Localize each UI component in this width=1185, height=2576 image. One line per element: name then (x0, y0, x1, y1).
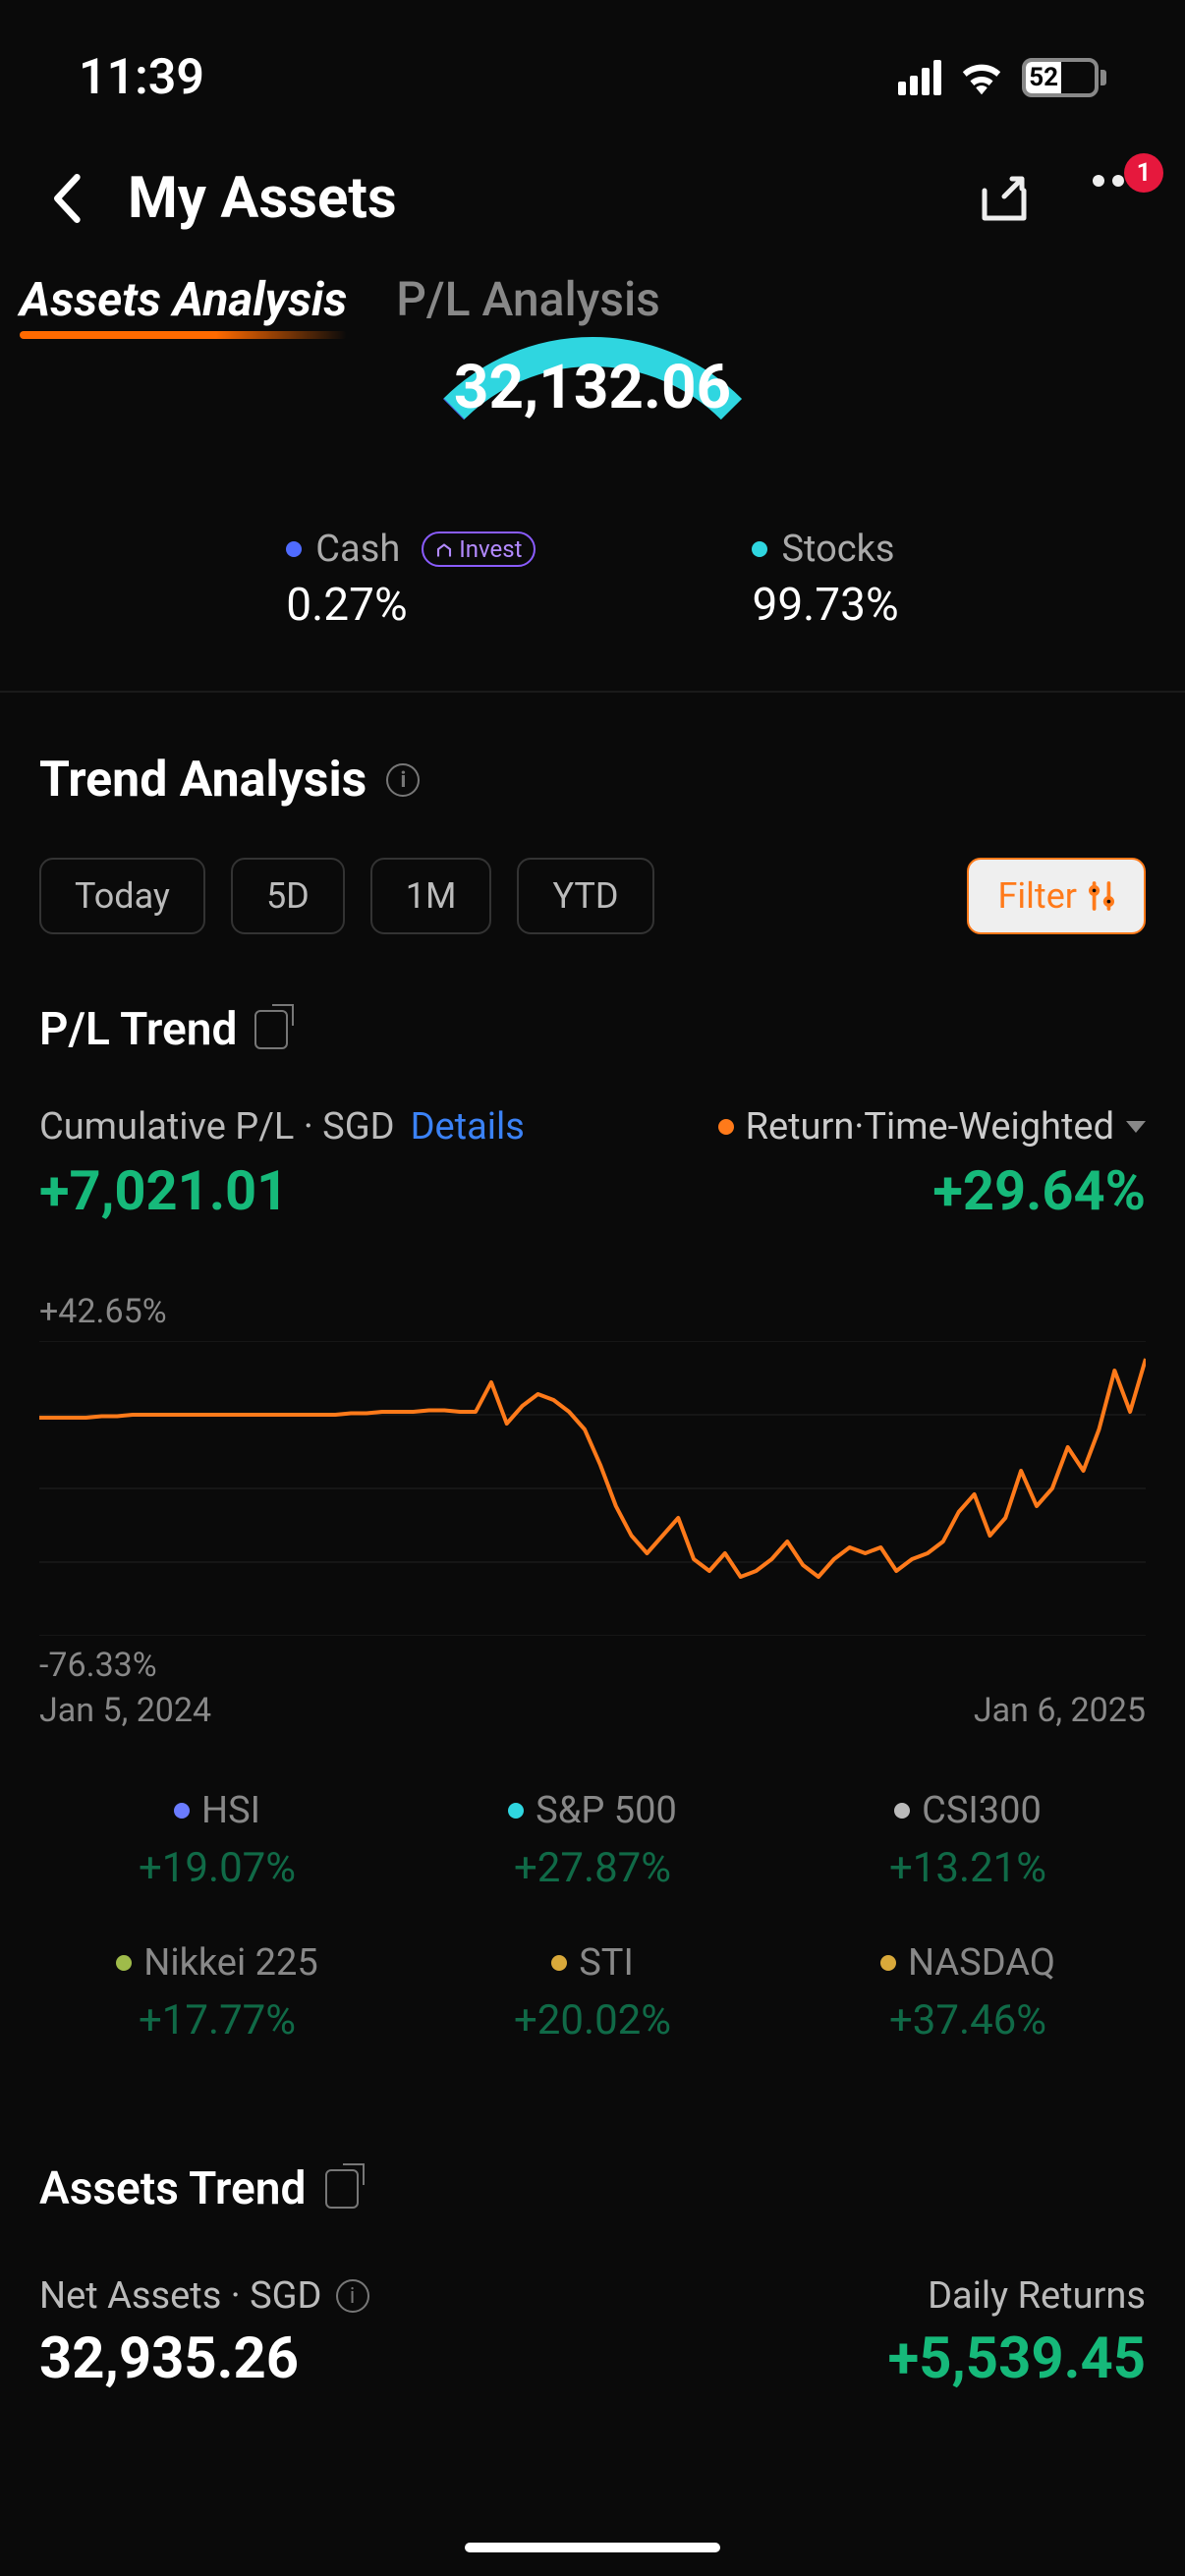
trend-analysis-section: Trend Analysis i Today 5D 1M YTD Filter P/L … (0, 693, 1185, 2044)
return-label-row[interactable]: Return·Time-Weighted (718, 1105, 1146, 1148)
info-icon[interactable]: i (336, 2279, 369, 2313)
period-5d[interactable]: 5D (231, 858, 345, 934)
net-assets-value: 32,935.26 (39, 2325, 369, 2392)
index-dot-icon (116, 1955, 132, 1971)
status-bar: 11:39 52 (0, 0, 1185, 136)
index-dot-icon (880, 1955, 896, 1971)
wifi-icon (959, 60, 1004, 95)
index-dot-icon (508, 1803, 524, 1819)
trend-title: Trend Analysis (39, 752, 367, 809)
return-label: Return·Time-Weighted (746, 1105, 1114, 1148)
index-nikkei225[interactable]: Nikkei 225+17.77% (39, 1941, 395, 2044)
battery-icon: 52 (1022, 58, 1106, 97)
pl-chart-area: +42.65% -76.33% Jan 5, 2024 Jan 6, 2025 (39, 1292, 1146, 1730)
more-button[interactable]: 1 (1091, 171, 1146, 226)
index-dot-icon (551, 1955, 567, 1971)
return-dot-icon (718, 1119, 734, 1135)
invest-icon (435, 540, 453, 558)
allocation-section: 32,132.06 Cash Invest 0.27% Stocks 99.73… (0, 327, 1185, 691)
x-end-label: Jan 6, 2025 (974, 1691, 1146, 1730)
analysis-tabs: Assets Analysis P/L Analysis (0, 271, 1185, 327)
rotate-icon[interactable] (254, 1010, 288, 1049)
x-start-label: Jan 5, 2024 (39, 1691, 211, 1730)
pl-trend-title: P/L Trend (39, 1003, 237, 1056)
svg-text:32,132.06: 32,132.06 (454, 352, 731, 423)
info-icon[interactable]: i (386, 763, 420, 797)
cash-value: 0.27% (286, 579, 536, 632)
index-hsi[interactable]: HSI+19.07% (39, 1789, 395, 1892)
index-dot-icon (894, 1803, 910, 1819)
assets-trend-section: Assets Trend Net Assets · SGD i 32,935.2… (0, 2044, 1185, 2392)
period-today[interactable]: Today (39, 858, 205, 934)
page-title: My Assets (128, 165, 397, 232)
index-sti[interactable]: STI+20.02% (415, 1941, 770, 2044)
index-sp500[interactable]: S&P 500+27.87% (415, 1789, 770, 1892)
indices-grid: HSI+19.07%S&P 500+27.87%CSI300+13.21% Nik… (39, 1789, 1146, 2044)
daily-returns-label: Daily Returns (928, 2274, 1146, 2318)
chevron-down-icon (1126, 1121, 1146, 1133)
index-csi300[interactable]: CSI300+13.21% (790, 1789, 1146, 1892)
share-button[interactable] (977, 171, 1032, 226)
return-value: +29.64% (718, 1158, 1146, 1223)
status-time: 11:39 (79, 49, 204, 106)
cumulative-label: Cumulative P/L · SGD (39, 1105, 395, 1148)
cash-label: Cash (315, 528, 400, 571)
nav-bar: My Assets 1 (0, 136, 1185, 271)
home-indicator[interactable] (465, 2543, 720, 2552)
stocks-value: 99.73% (752, 579, 898, 632)
return-block: Return·Time-Weighted +29.64% (718, 1105, 1146, 1223)
index-dot-icon (174, 1803, 190, 1819)
signal-icon (898, 60, 941, 95)
notification-badge: 1 (1124, 153, 1163, 193)
details-link[interactable]: Details (411, 1105, 525, 1148)
stocks-dot-icon (752, 541, 767, 557)
net-assets-label: Net Assets · SGD (39, 2274, 322, 2318)
net-assets-block: Net Assets · SGD i 32,935.26 (39, 2274, 369, 2392)
assets-trend-title: Assets Trend (39, 2162, 306, 2215)
allocation-donut-chart: 32,132.06 (249, 337, 936, 494)
index-nasdaq[interactable]: NASDAQ+37.46% (790, 1941, 1146, 2044)
filter-icon (1089, 881, 1114, 911)
legend-cash: Cash Invest 0.27% (286, 528, 536, 632)
cumulative-pl-block: Cumulative P/L · SGD Details +7,021.01 (39, 1105, 525, 1223)
status-right: 52 (898, 58, 1106, 97)
tab-assets-analysis[interactable]: Assets Analysis (20, 271, 347, 327)
invest-pill[interactable]: Invest (422, 532, 536, 567)
cash-dot-icon (286, 541, 302, 557)
pl-line-chart[interactable] (39, 1341, 1146, 1636)
rotate-icon[interactable] (325, 2169, 359, 2209)
back-button[interactable] (39, 169, 98, 228)
tab-pl-analysis[interactable]: P/L Analysis (396, 271, 660, 327)
period-selector: Today 5D 1M YTD Filter (39, 858, 1146, 934)
legend-stocks: Stocks 99.73% (752, 528, 898, 632)
daily-returns-value: +5,539.45 (888, 2325, 1146, 2392)
cumulative-value: +7,021.01 (39, 1158, 525, 1223)
y-bottom-label: -76.33% (39, 1646, 1146, 1685)
y-top-label: +42.65% (39, 1292, 1146, 1331)
period-ytd[interactable]: YTD (517, 858, 653, 934)
period-1m[interactable]: 1M (370, 858, 492, 934)
daily-returns-block: Daily Returns +5,539.45 (888, 2274, 1146, 2392)
filter-button[interactable]: Filter (967, 858, 1146, 934)
stocks-label: Stocks (781, 528, 894, 571)
